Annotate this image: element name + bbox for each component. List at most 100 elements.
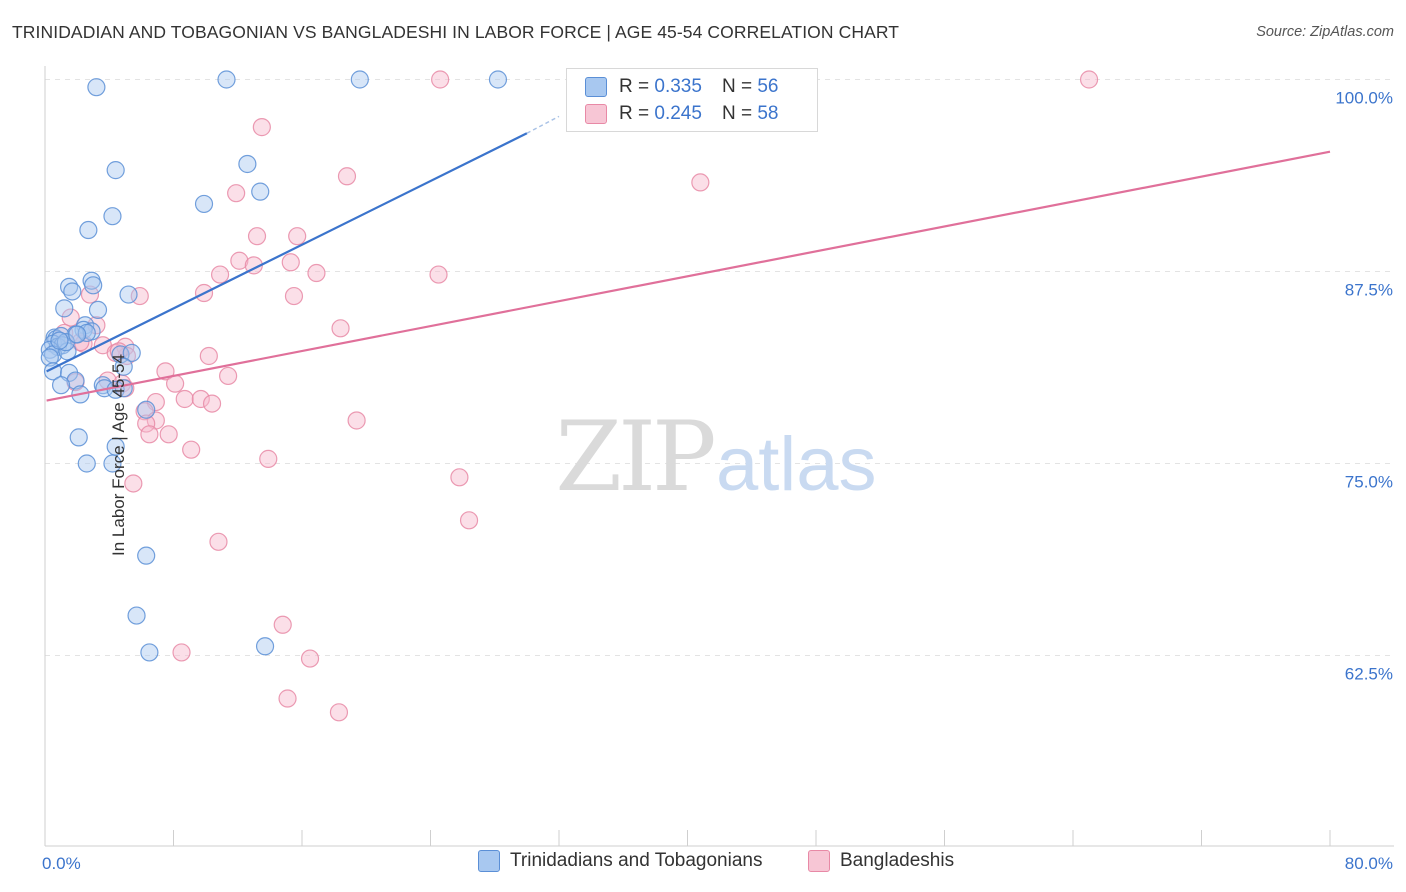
trinidadian-point-15 [55, 299, 74, 318]
watermark-zip: ZIP [555, 401, 714, 513]
axis-layer [44, 66, 1394, 847]
bangladeshi-point-1 [1079, 70, 1099, 89]
bangladeshi-point-4 [691, 173, 710, 192]
trinidadian-point-16 [88, 300, 108, 319]
bangladeshi-point-35 [202, 394, 222, 413]
bangladeshi-point-11 [210, 265, 230, 284]
bangladeshi-point-2 [252, 118, 271, 137]
watermark: ZIP atlas [555, 401, 876, 513]
bangladeshi-point-17 [284, 286, 304, 306]
bangladeshi-point-50 [172, 643, 191, 662]
bangladeshi-point-43 [182, 440, 201, 459]
bangladeshi-point-5 [227, 184, 246, 203]
legend-swatch-blue [585, 77, 607, 97]
bangladeshi-point-6 [247, 227, 267, 246]
trinidadian-points [40, 70, 508, 662]
legend-label-trinidadian: Trinidadians and Tobagonians [510, 850, 763, 871]
legend-swatch-blue [478, 850, 500, 872]
bangladeshi-point-45 [450, 468, 469, 487]
y-tick-label-1: 75.0% [1345, 473, 1393, 492]
bangladeshi-point-0 [431, 70, 450, 89]
trinidadian-point-50 [140, 643, 159, 662]
y-tick-label-3: 100.0% [1335, 89, 1393, 108]
bangladeshi-point-28 [219, 366, 238, 386]
trinidadian-point-47 [103, 454, 122, 473]
y-tick-label-0: 62.5% [1345, 665, 1393, 684]
correlation-legend: R = 0.335 N = 56 R = 0.245 N = 58 [566, 68, 818, 132]
bangladeshi-point-12 [307, 263, 326, 283]
bangladeshi-point-26 [199, 346, 218, 366]
trinidadian-point-7 [194, 194, 214, 214]
legend-item-trinidadian[interactable]: Trinidadians and Tobagonians [478, 850, 762, 872]
grid-layer [45, 79, 1394, 656]
trinidadian-point-37 [51, 376, 71, 395]
legend-r-label: R = [619, 76, 650, 97]
trinidadian-point-54 [50, 331, 69, 350]
bangladeshi-point-20 [331, 319, 350, 338]
series-legend: Trinidadians and Tobagonians Bangladeshi… [0, 850, 1406, 880]
trinidadian-point-6 [251, 182, 270, 201]
trinidadian-point-49 [127, 606, 146, 625]
bangladeshi-point-42 [159, 425, 178, 444]
trinidadian-point-48 [137, 546, 156, 565]
bangladeshi-point-3 [337, 167, 357, 186]
legend-n-label: N = [721, 76, 753, 97]
trinidadian-point-13 [63, 282, 82, 301]
trinidadian-point-1 [217, 70, 236, 89]
bangladeshi-point-18 [61, 308, 80, 327]
legend-swatch-pink [808, 850, 830, 872]
legend-n-label: N = [721, 103, 753, 124]
bangladeshi-point-34 [191, 389, 210, 409]
bangladeshi-point-40 [347, 411, 366, 430]
bangladeshi-point-33 [175, 389, 194, 409]
trinidadian-point-11 [84, 276, 103, 295]
trinidadian-point-44 [69, 428, 88, 447]
bangladeshi-point-47 [459, 511, 479, 530]
trinidadian-point-55 [68, 325, 87, 344]
bangladeshi-point-51 [300, 649, 320, 668]
trinidadian-point-3 [488, 70, 508, 89]
bangladeshi-point-9 [281, 253, 300, 272]
legend-swatch-pink [585, 104, 607, 124]
trinidadian-trend-line [46, 132, 528, 373]
y-axis-label: In Labor Force | Age 45-54 [108, 354, 128, 556]
bangladeshi-point-53 [329, 703, 349, 722]
legend-row-bangladeshi: R = 0.245 N = 58 [585, 101, 778, 127]
trinidadian-point-46 [77, 454, 96, 473]
trinidadian-point-32 [122, 343, 141, 363]
legend-item-bangladeshi[interactable]: Bangladeshis [808, 850, 954, 872]
legend-n-value: 58 [757, 103, 779, 124]
bangladeshi-point-39 [137, 414, 156, 433]
trinidadian-point-2 [350, 70, 369, 89]
trinidadian-point-51 [255, 637, 275, 656]
trinidadian-point-0 [87, 78, 106, 97]
chart-title: TRINIDADIAN AND TOBAGONIAN VS BANGLADESH… [12, 22, 900, 42]
trinidadian-point-28 [40, 348, 59, 367]
trinidadian-point-43 [137, 400, 156, 419]
tick-labels: 62.5% 75.0% 87.5% 100.0% 0.0% 80.0% [42, 89, 1393, 874]
trinidadian-trend-extension [526, 115, 560, 134]
x-tick-label-end: 80.0% [1345, 854, 1393, 873]
trend-lines [46, 115, 1331, 402]
bangladeshi-point-49 [273, 615, 292, 634]
bangladeshi-trend-line [46, 150, 1331, 402]
legend-r-label: R = [619, 103, 650, 124]
trinidadian-point-5 [238, 154, 257, 174]
bangladeshi-point-44 [259, 449, 278, 468]
bangladeshi-point-41 [140, 425, 159, 444]
legend-n-value: 56 [757, 76, 779, 97]
bangladeshi-point-8 [230, 251, 249, 270]
trinidadian-point-33 [114, 357, 133, 376]
bangladeshi-point-7 [288, 227, 307, 246]
legend-r-value: 0.335 [654, 76, 702, 97]
legend-r-value: 0.245 [654, 103, 702, 124]
bangladeshi-point-52 [278, 689, 297, 708]
legend-row-trinidadian: R = 0.335 N = 56 [585, 74, 778, 100]
trinidadian-point-14 [119, 285, 138, 304]
watermark-atlas: atlas [716, 422, 877, 507]
bangladeshi-point-46 [124, 474, 143, 493]
trinidadian-point-8 [103, 207, 122, 226]
x-tick-label-start: 0.0% [42, 854, 81, 873]
bangladeshi-point-48 [209, 532, 228, 551]
